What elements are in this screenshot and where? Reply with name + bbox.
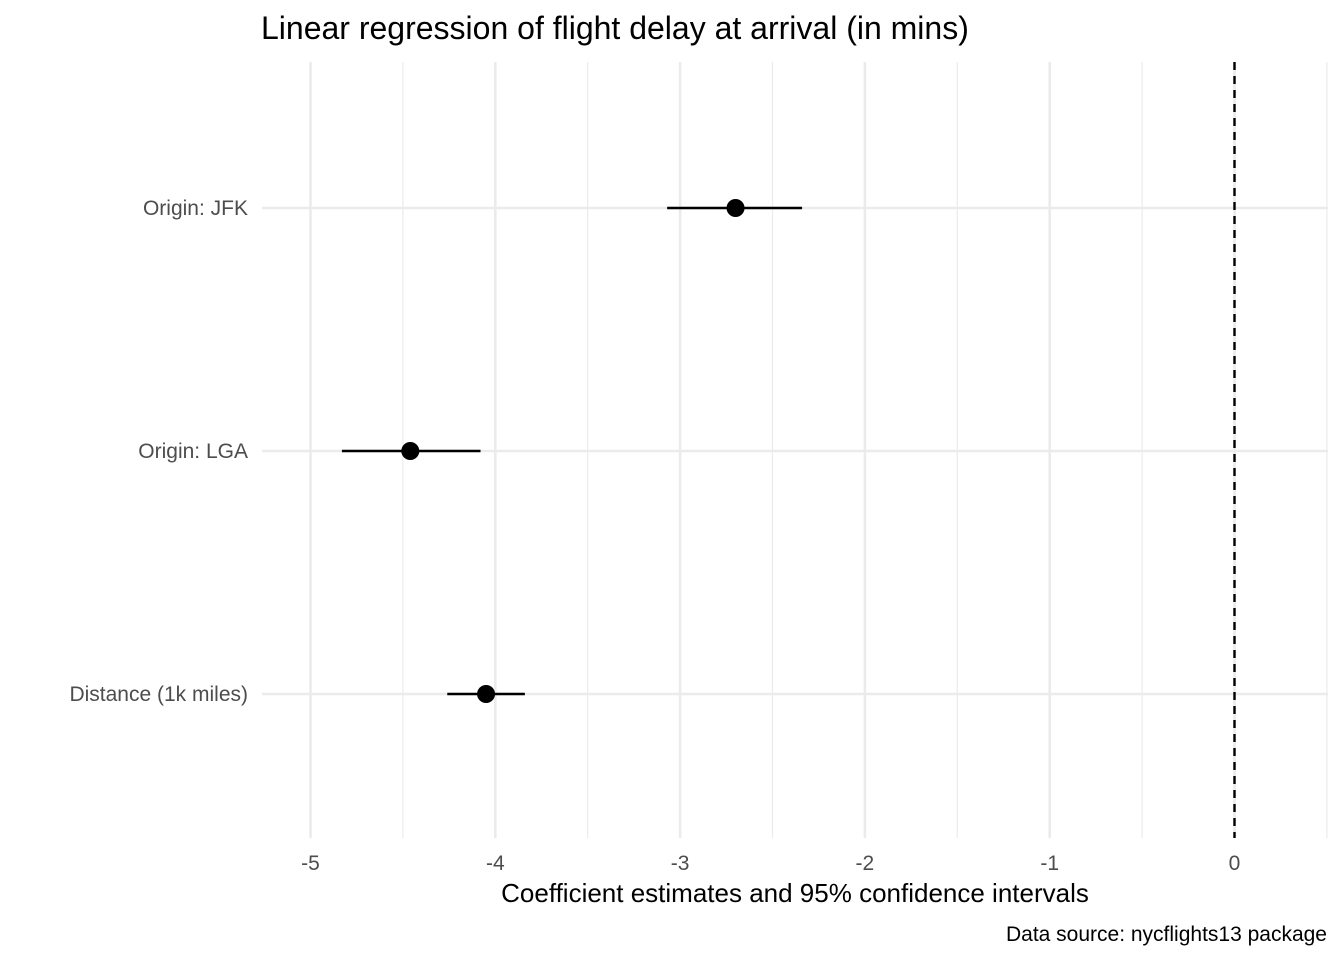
estimate-points xyxy=(401,199,745,703)
y-tick-label: Origin: JFK xyxy=(143,197,248,220)
x-tick-label: -5 xyxy=(301,852,320,875)
x-tick-label: -3 xyxy=(671,852,690,875)
chart-caption: Data source: nycflights13 package xyxy=(1006,923,1327,946)
y-tick-label: Distance (1k miles) xyxy=(69,683,248,706)
x-tick-label: -2 xyxy=(856,852,875,875)
chart-title: Linear regression of flight delay at arr… xyxy=(261,10,969,46)
y-tick-label: Origin: LGA xyxy=(138,440,248,463)
x-tick-label: -4 xyxy=(486,852,505,875)
estimate-point xyxy=(401,442,420,460)
estimate-point xyxy=(726,199,745,217)
x-axis-label: Coefficient estimates and 95% confidence… xyxy=(501,878,1089,908)
x-tick-label: -1 xyxy=(1040,852,1059,875)
x-tick-labels: -5 -4 -3 -2 -1 0 xyxy=(301,852,1240,875)
estimate-point xyxy=(477,685,496,703)
y-tick-labels: Origin: JFK Origin: LGA Distance (1k miles… xyxy=(69,197,248,706)
x-tick-label: 0 xyxy=(1229,852,1241,875)
